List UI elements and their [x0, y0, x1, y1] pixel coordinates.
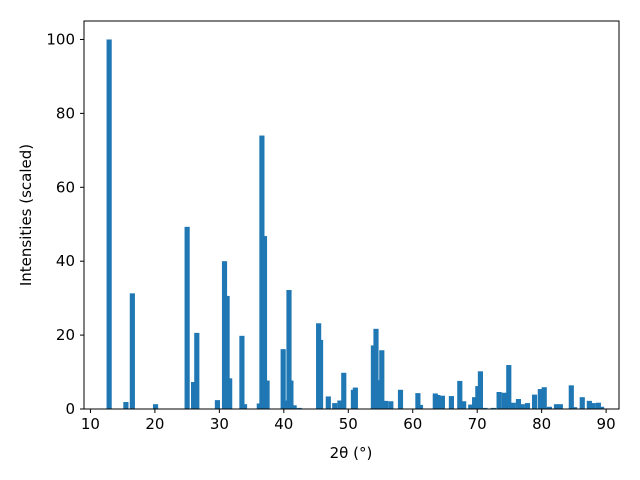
y-tick-label: 60: [56, 178, 75, 196]
bar: [568, 385, 574, 409]
bar: [472, 397, 478, 409]
bar: [352, 387, 358, 409]
bar: [546, 406, 552, 409]
x-tick-label: 40: [274, 415, 293, 433]
bar: [373, 328, 379, 409]
bar: [184, 226, 190, 409]
x-tick-label: 70: [468, 415, 487, 433]
bar: [241, 404, 248, 409]
bar: [506, 365, 512, 409]
bar: [239, 335, 245, 409]
bar: [490, 407, 496, 409]
bar: [599, 406, 605, 409]
bar: [595, 402, 601, 409]
bar: [337, 400, 343, 409]
bar: [280, 349, 286, 409]
x-tick-label: 60: [403, 415, 422, 433]
x-tick-label: 80: [532, 415, 551, 433]
bar: [286, 290, 292, 409]
bar: [152, 404, 159, 409]
bar: [537, 389, 543, 409]
bar: [264, 380, 270, 409]
y-tick-label: 100: [46, 30, 75, 48]
bar: [468, 404, 474, 409]
bar: [397, 389, 404, 409]
bar: [288, 380, 294, 409]
bar: [590, 403, 596, 409]
y-tick-label: 40: [56, 252, 75, 270]
bar: [194, 332, 200, 409]
bar: [191, 382, 197, 409]
bar: [123, 401, 129, 409]
bar: [261, 236, 268, 409]
bar: [496, 392, 502, 409]
plot-frame: [83, 20, 620, 410]
bar: [531, 394, 538, 409]
bar: [586, 400, 592, 409]
bar: [370, 345, 376, 409]
bar: [553, 404, 560, 409]
x-tick-label: 10: [81, 415, 100, 433]
y-tick-label: 20: [56, 326, 75, 344]
x-tick-label: 20: [145, 415, 164, 433]
x-tick-label: 50: [339, 415, 358, 433]
bar: [515, 399, 522, 409]
bar: [282, 400, 288, 409]
bar: [379, 350, 385, 409]
bar: [296, 407, 302, 409]
bar: [435, 394, 441, 409]
y-tick-label: 0: [65, 400, 75, 418]
bar: [482, 407, 488, 409]
bar: [477, 371, 483, 409]
x-tick-label: 30: [210, 415, 229, 433]
bar: [579, 397, 585, 409]
y-tick-label: 80: [56, 104, 75, 122]
bar: [341, 372, 347, 409]
bar-group: [106, 39, 605, 410]
bar: [106, 39, 112, 409]
bar: [227, 378, 233, 409]
bar: [557, 404, 563, 409]
bar: [524, 403, 531, 409]
bar: [375, 380, 382, 409]
bar: [541, 387, 547, 409]
bar: [461, 401, 467, 409]
bar: [439, 395, 445, 409]
bar: [214, 400, 221, 409]
bar: [457, 380, 463, 409]
bar: [448, 396, 454, 409]
bar: [291, 405, 297, 409]
bar: [501, 392, 507, 409]
bar: [415, 393, 421, 409]
bar: [224, 295, 230, 409]
y-axis-label: Intensities (scaled): [17, 144, 35, 286]
bar: [332, 403, 338, 409]
bar: [383, 400, 389, 409]
bar: [519, 404, 525, 409]
bar: [317, 339, 324, 409]
bar: [129, 293, 135, 409]
bar: [325, 396, 331, 409]
y-axis: 0 20 40 60 80 100: [46, 30, 84, 418]
x-tick-label: 90: [597, 415, 616, 433]
bar: [510, 402, 516, 409]
bar: [417, 404, 424, 409]
bar: [388, 401, 394, 409]
x-axis: 10 20 30 40 50 60 70 80 90: [81, 409, 616, 433]
x-axis-label: 2θ (°): [330, 444, 373, 462]
bar: [571, 407, 578, 409]
